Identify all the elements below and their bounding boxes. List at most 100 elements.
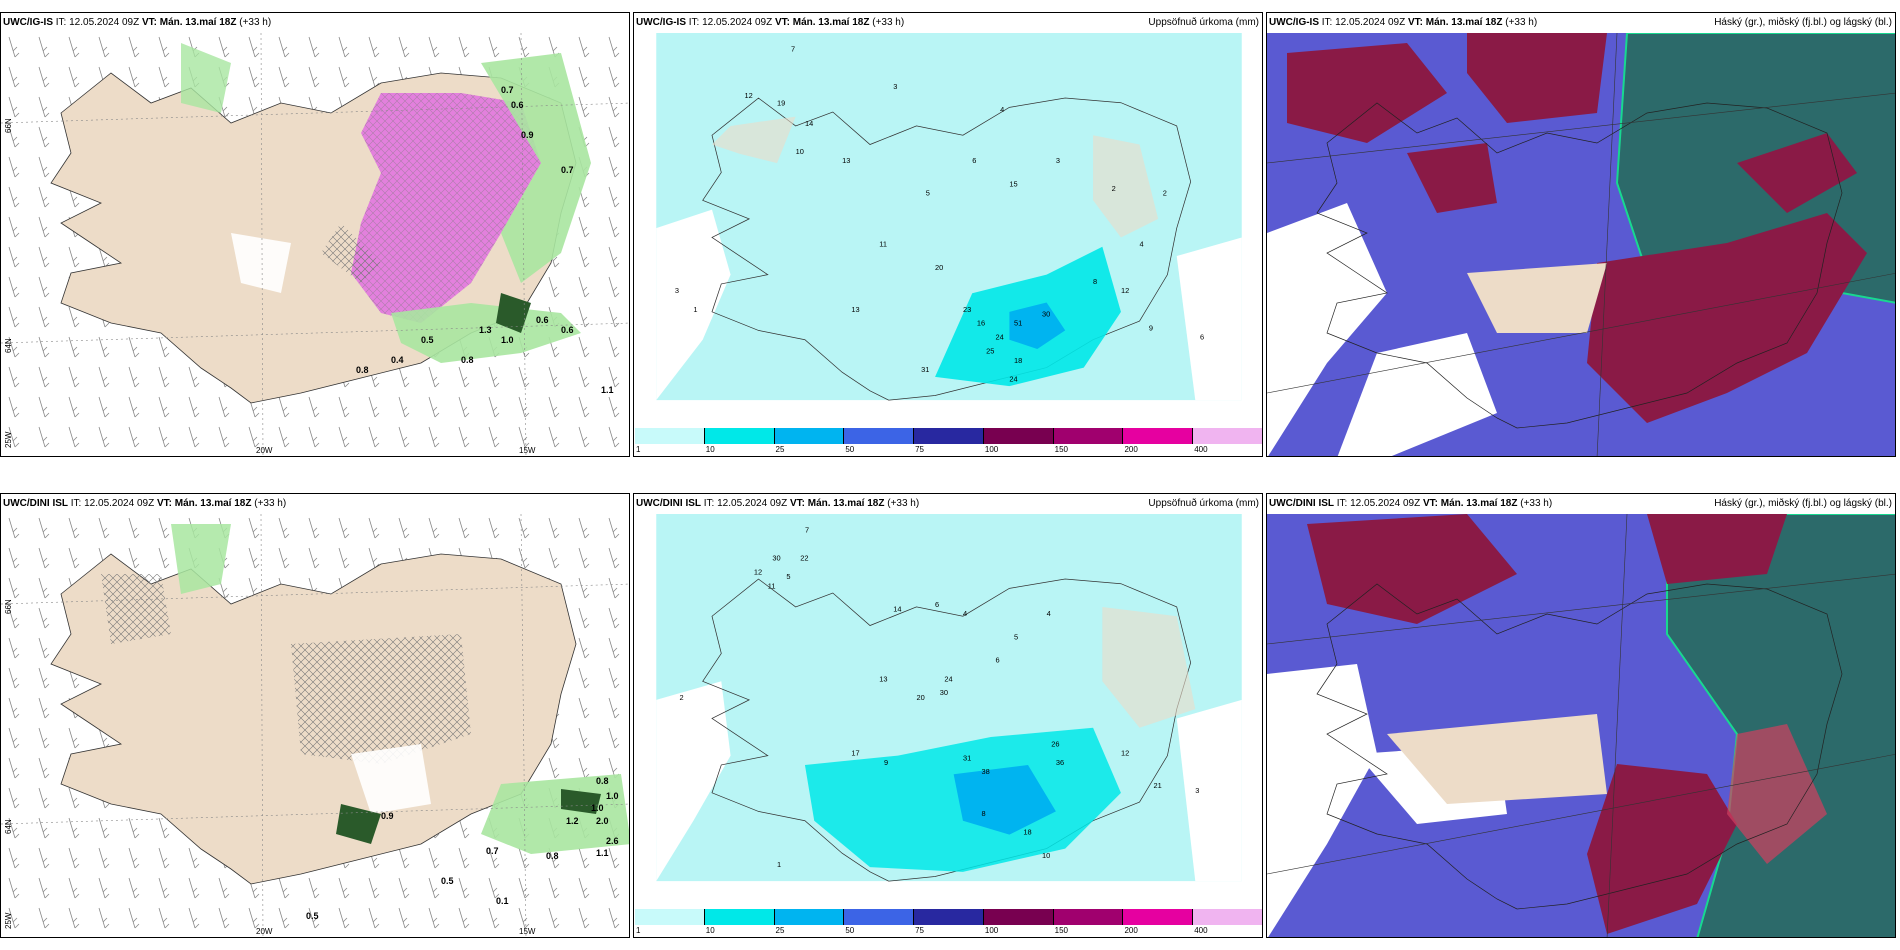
snow-label: 1.0 — [591, 803, 604, 813]
precip-value: 51 — [1014, 319, 1022, 328]
colorbar-swatch — [774, 428, 845, 444]
axis-label-lon20: 20W — [256, 446, 273, 455]
colorbar-swatch — [844, 909, 915, 925]
panel-precip-ig: UWC/IG-IS IT: 12.05.2024 09Z VT: Mán. 13… — [633, 12, 1263, 457]
snow-label: 0.5 — [421, 335, 434, 345]
valid-time: VT: Mán. 13.maí 18Z — [1407, 17, 1503, 28]
valid-time: VT: Mán. 13.maí 18Z — [774, 17, 870, 28]
precip-value: 26 — [1051, 739, 1059, 748]
init-time: IT: 12.05.2024 09Z — [1336, 498, 1421, 509]
axis-label-lat64: 64N — [4, 338, 13, 353]
snow-label: 0.4 — [391, 355, 404, 365]
panel-title: Uppsöfnuð úrkoma (mm) — [1148, 17, 1259, 28]
precip-value: 13 — [842, 156, 850, 165]
panel-header: UWC/DINI ISL IT: 12.05.2024 09Z VT: Mán.… — [634, 494, 1262, 514]
precip-value: 12 — [1121, 749, 1129, 758]
precip-value: 13 — [879, 674, 887, 683]
colorbar-label: 100 — [984, 926, 999, 935]
precip-value: 1 — [693, 305, 697, 314]
precip-value: 6 — [972, 156, 976, 165]
precip-value: 9 — [884, 758, 888, 767]
panel-title: Háský (gr.), miðský (fj.bl.) og lágský (… — [1714, 498, 1892, 509]
lead-time: (+33 h) — [887, 498, 920, 509]
colorbar-label: 400 — [1194, 926, 1208, 935]
precip-value: 24 — [944, 674, 952, 683]
precip-value: 8 — [982, 809, 986, 818]
precip-value: 6 — [1200, 333, 1204, 342]
cloud-map — [1267, 33, 1895, 456]
colorbar-label: 10 — [705, 926, 715, 935]
colorbar-label: 200 — [1124, 926, 1138, 935]
colorbar-label: 25 — [775, 926, 785, 935]
snow-label: 2.0 — [596, 816, 609, 826]
precip-value: 20 — [916, 693, 924, 702]
axis-label-lat66: 66N — [4, 118, 13, 133]
snow-label: 1.3 — [479, 325, 492, 335]
precip-value: 12 — [745, 91, 753, 100]
precip-colorbar: 1 10 25 50 75 100 150 200 400 — [635, 909, 1262, 937]
precip-value: 4 — [963, 609, 967, 618]
lead-time: (+33 h) — [1520, 498, 1553, 509]
model-name: UWC/IG-IS — [3, 17, 53, 28]
colorbar-label: 150 — [1054, 926, 1069, 935]
snow-map: 0.7 0.6 0.6 0.9 0.8 0.5 1.0 0.7 1.3 0.4 … — [1, 33, 629, 456]
precip-value: 2 — [679, 693, 683, 702]
panel-snow-dini: UWC/DINI ISL IT: 12.05.2024 09Z VT: Mán.… — [0, 493, 630, 938]
axis-label-lon20: 20W — [256, 927, 273, 936]
precip-value: 6 — [995, 656, 999, 665]
init-time: IT: 12.05.2024 09Z — [70, 498, 155, 509]
precip-value: 17 — [851, 749, 859, 758]
colorbar-label: 150 — [1054, 445, 1069, 454]
colorbar-swatch — [1193, 428, 1262, 444]
model-name: UWC/DINI ISL — [3, 498, 68, 509]
colorbar-swatch — [983, 909, 1054, 925]
snow-label: 2.6 — [606, 836, 619, 846]
precip-value: 8 — [1093, 277, 1097, 286]
snow-label: 0.6 — [511, 100, 524, 110]
precip-value: 2 — [1163, 189, 1167, 198]
axis-label-lon15: 15W — [519, 927, 536, 936]
panel-header: UWC/IG-IS IT: 12.05.2024 09Z VT: Mán. 13… — [1267, 13, 1895, 33]
precip-value: 4 — [1047, 609, 1051, 618]
precip-value: 18 — [1014, 356, 1022, 365]
colorbar-label: 10 — [705, 445, 715, 454]
valid-time: VT: Mán. 13.maí 18Z — [141, 17, 237, 28]
precip-value: 3 — [1195, 786, 1199, 795]
valid-time: VT: Mán. 13.maí 18Z — [789, 498, 885, 509]
precip-value: 25 — [986, 347, 994, 356]
precip-value: 11 — [768, 581, 776, 590]
precip-value: 7 — [805, 526, 809, 535]
precip-value: 3 — [675, 286, 679, 295]
snow-label: 1.0 — [501, 335, 514, 345]
valid-time: VT: Mán. 13.maí 18Z — [156, 498, 252, 509]
snow-label: 0.8 — [356, 365, 369, 375]
precip-value: 23 — [963, 305, 971, 314]
lead-time: (+33 h) — [872, 17, 905, 28]
snow-label: 1.2 — [566, 816, 579, 826]
precip-value: 38 — [982, 767, 990, 776]
colorbar-label: 1 — [636, 445, 641, 454]
precip-value: 30 — [940, 688, 948, 697]
precip-value: 19 — [777, 98, 785, 107]
snow-label: 0.8 — [546, 851, 559, 861]
precip-value: 36 — [1056, 758, 1064, 767]
colorbar-swatch — [1123, 909, 1194, 925]
init-time: IT: 12.05.2024 09Z — [55, 17, 140, 28]
panel-title: Háský (gr.), miðský (fj.bl.) og lágský (… — [1714, 17, 1892, 28]
snow-label: 0.5 — [306, 911, 319, 921]
snow-label: 0.1 — [496, 896, 509, 906]
snow-label: 0.6 — [561, 325, 574, 335]
model-name: UWC/DINI ISL — [1269, 498, 1334, 509]
model-name: UWC/DINI ISL — [636, 498, 701, 509]
colorbar-label: 200 — [1124, 445, 1138, 454]
snow-map: 0.8 1.0 0.9 0.5 1.2 2.0 2.6 1.1 1.0 0.8 … — [1, 514, 629, 937]
precip-value: 20 — [935, 263, 943, 272]
colorbar-label: 25 — [775, 445, 785, 454]
cloud-map — [1267, 514, 1895, 937]
precip-value: 9 — [1149, 323, 1153, 332]
snow-label: 1.0 — [606, 791, 619, 801]
snow-label: 1.1 — [596, 848, 609, 858]
panel-header: UWC/IG-IS IT: 12.05.2024 09Z VT: Mán. 13… — [1, 13, 629, 33]
init-time: IT: 12.05.2024 09Z — [703, 498, 788, 509]
lead-time: (+33 h) — [1505, 17, 1538, 28]
